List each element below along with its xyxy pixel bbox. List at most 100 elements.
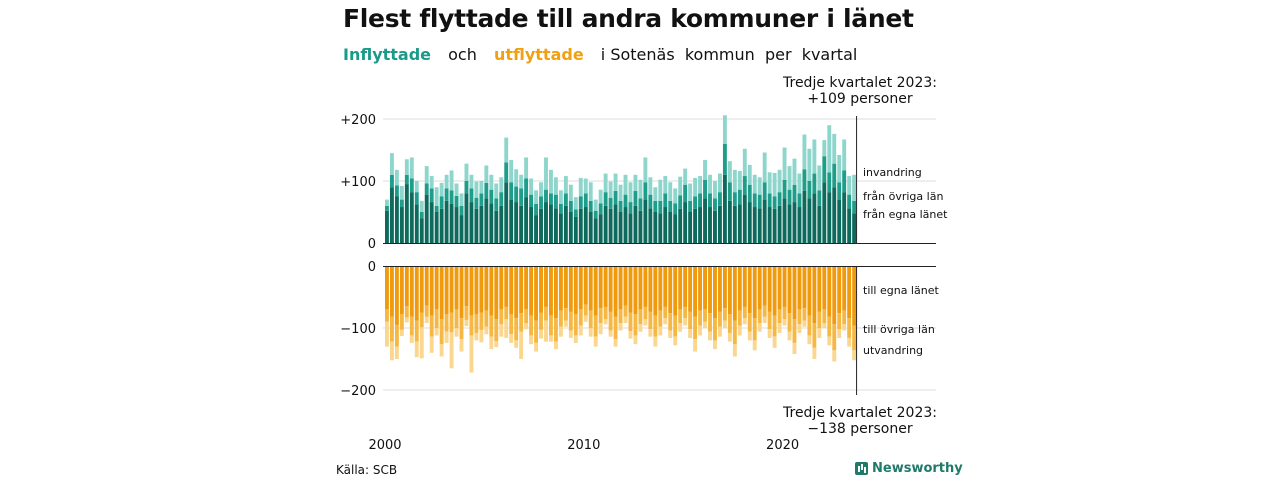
bar-in-extra	[708, 174, 712, 194]
bar-out-extra	[429, 336, 434, 353]
bar-in-extra	[623, 174, 628, 195]
bar-out-other	[772, 315, 777, 337]
bar-out-own	[409, 266, 414, 317]
bar-in-extra	[787, 166, 792, 190]
bar-out-other	[603, 306, 608, 320]
bar-out-extra	[762, 316, 767, 324]
bar-out-extra	[628, 331, 633, 339]
bar-out-own	[608, 266, 613, 312]
bar-out-other	[777, 309, 782, 324]
bar-out-own	[658, 266, 663, 311]
bar-in-extra	[678, 176, 683, 196]
bar-out-extra	[732, 344, 737, 357]
bar-out-own	[553, 266, 558, 319]
bar-out-own	[414, 266, 419, 321]
bar-in-own	[514, 202, 519, 243]
bar-in-other	[727, 182, 732, 201]
bar-in-own	[404, 184, 409, 243]
bar-in-other	[713, 198, 717, 211]
bar-in-own	[782, 198, 787, 243]
bar-out-extra	[484, 326, 489, 335]
x-tick-2020: 2020	[766, 438, 799, 453]
bar-out-extra	[787, 331, 792, 341]
bar-out-other	[385, 309, 389, 322]
bar-in-other	[474, 197, 479, 209]
bar-out-other	[683, 306, 688, 319]
bar-out-extra	[668, 330, 673, 338]
bar-out-other	[539, 312, 543, 330]
bar-in-own	[553, 208, 558, 243]
bar-out-other	[454, 309, 459, 328]
bar-in-extra	[832, 133, 837, 164]
bar-in-own	[772, 208, 777, 243]
bar-out-own	[683, 266, 688, 307]
bar-out-other	[762, 305, 767, 317]
bar-out-own	[717, 266, 722, 312]
chart-subtitle: Inflyttade och utflyttade i Sotenäs komm…	[343, 45, 869, 64]
bar-out-extra	[519, 331, 524, 359]
bar-in-own	[608, 208, 613, 243]
bar-out-extra	[419, 327, 424, 359]
bar-in-own	[389, 187, 394, 243]
bar-in-extra	[822, 140, 827, 157]
bar-in-extra	[752, 174, 757, 194]
bar-out-own	[623, 266, 628, 306]
bar-in-other	[737, 189, 742, 205]
bar-out-extra	[553, 341, 558, 350]
bar-out-other	[509, 314, 514, 335]
bar-out-extra	[797, 324, 802, 333]
bar-in-extra	[673, 188, 678, 204]
bar-in-other	[633, 190, 638, 206]
bar-in-other	[409, 178, 414, 193]
bar-in-own	[544, 202, 548, 243]
bar-out-extra	[613, 339, 618, 347]
bar-in-other	[638, 198, 643, 211]
bar-out-extra	[424, 316, 429, 324]
bar-in-other	[683, 184, 688, 203]
bar-out-other	[688, 311, 693, 330]
bar-in-extra	[494, 183, 499, 199]
bar-in-own	[852, 213, 857, 243]
bar-in-extra	[568, 184, 573, 201]
bar-in-own	[713, 210, 717, 243]
bar-in-extra	[683, 168, 688, 185]
bar-in-own	[583, 207, 588, 243]
bar-in-own	[698, 207, 703, 243]
bar-out-other	[578, 309, 583, 326]
bar-out-extra	[742, 318, 747, 325]
bar-in-extra	[593, 199, 598, 211]
bar-in-own	[653, 212, 658, 243]
bar-in-extra	[474, 181, 479, 198]
bar-in-own	[598, 214, 603, 243]
bar-in-own	[529, 207, 534, 243]
callout-latest-in: Tredje kvartalet 2023: +109 personer	[770, 75, 950, 107]
bar-in-other	[479, 193, 484, 206]
bar-in-other	[608, 197, 613, 209]
bar-in-other	[708, 193, 712, 208]
bar-out-other	[812, 323, 817, 348]
bar-in-extra	[717, 173, 722, 193]
bar-in-extra	[698, 176, 703, 194]
bar-out-other	[608, 311, 613, 331]
bar-in-other	[544, 189, 548, 203]
bar-out-other	[529, 315, 534, 336]
bar-out-own	[404, 266, 409, 307]
bar-out-other	[742, 306, 747, 319]
bar-out-other	[399, 314, 404, 330]
brand-logo: Newsworthy	[855, 461, 963, 476]
bar-out-other	[653, 315, 658, 337]
bar-out-own	[757, 266, 762, 310]
label-till-ovriga-lan: till övriga län	[863, 323, 935, 336]
bar-out-extra	[479, 329, 484, 343]
bar-in-other	[628, 202, 633, 214]
bar-in-other	[385, 205, 389, 211]
bar-in-extra	[394, 169, 399, 186]
callout-in-line2: +109 personer	[807, 91, 913, 107]
bar-in-other	[822, 156, 827, 183]
bar-in-own	[424, 194, 429, 243]
bar-out-other	[732, 320, 737, 345]
bar-in-extra	[514, 169, 519, 187]
bar-out-other	[549, 315, 553, 336]
bar-in-own	[449, 203, 454, 243]
bar-in-extra	[757, 177, 762, 195]
